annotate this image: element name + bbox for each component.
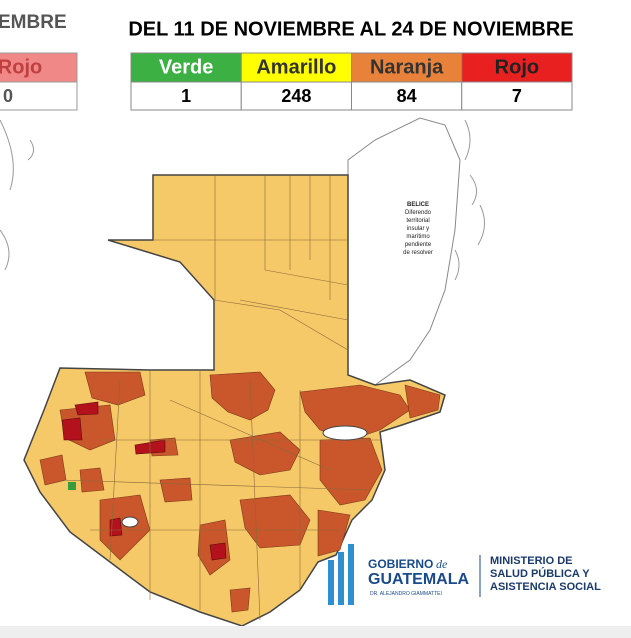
municipality-red [209,542,227,561]
header-cell [461,52,573,83]
municipality-orange [317,509,351,557]
municipality-orange [404,384,441,419]
municipal-borders [59,175,380,621]
municipality-orange [159,477,193,503]
municipality-red [74,401,99,416]
belize-label: BELICE Diferendo territorial insular y marít… [403,202,433,256]
table-title: DEL 11 DE NOVIEMBRE AL 24 DE NOVIEMBRE [128,18,573,40]
municipality-orange [39,454,67,486]
municipality-orange [229,587,251,613]
belize-text: BELICE [407,202,429,208]
header-label: Amarillo [256,56,336,78]
value-label: 1 [181,86,191,106]
left-header: Rojo [0,56,42,78]
belize-text: pendiente [405,242,432,248]
municipality-red [109,517,123,537]
header-cell [130,52,242,83]
value-cell [461,81,573,111]
logo-gobierno: GOBIERNO [368,557,433,571]
lake [121,516,139,528]
logo-guatemala: GUATEMALA [368,571,469,588]
municipality-orange [319,437,383,506]
map: BELICE Diferendo territorial insular y marít… [0,117,485,627]
left-value-cell [0,81,78,111]
header-label: Naranja [370,56,444,78]
belize-text: insular y [407,226,429,232]
municipality-orange [79,467,105,493]
ministry-line: MINISTERIO DE [490,555,573,567]
belize-outline [347,117,461,386]
left-title: EMBRE [0,12,67,33]
value-label: 7 [512,86,522,106]
logo-bar [338,552,344,605]
municipality-red [61,417,83,441]
logo-bar [348,544,354,605]
municipality-orange [84,371,146,406]
municipality-orange [299,384,411,441]
belize-text: Diferendo [405,210,432,216]
left-header-cell [0,52,78,83]
logo: GOBIERNO de GUATEMALA DR. ALEJANDRO GIAM… [328,544,601,605]
municipality-orange [229,431,301,476]
left-value: 0 [3,86,13,106]
ministry-line: ASISTENCIA SOCIAL [490,581,601,593]
header-label: Verde [159,56,213,78]
belize-text: de resolver [403,250,433,256]
value-cell [351,81,463,111]
value-label: 248 [281,86,311,106]
value-label: 84 [397,86,417,106]
belize-text: marítimo [406,234,430,240]
bottom-strip [0,626,631,638]
logo-president: DR. ALEJANDRO GIAMMATTEI [370,591,442,597]
municipality-green [68,482,76,490]
coastline [0,119,34,271]
logo-bar [328,560,334,605]
municipality-orange [209,371,276,421]
ministry-line: SALUD PÚBLICA Y [490,567,590,580]
coastline [454,119,485,281]
belize-text: territorial [406,218,429,224]
legend-table: Verde 1 Amarillo 248 Naranja 84 Rojo 7 [130,52,573,111]
logo-de: de [436,557,448,571]
header-label: Rojo [495,56,539,78]
value-cell [130,81,242,111]
lake [322,425,368,441]
